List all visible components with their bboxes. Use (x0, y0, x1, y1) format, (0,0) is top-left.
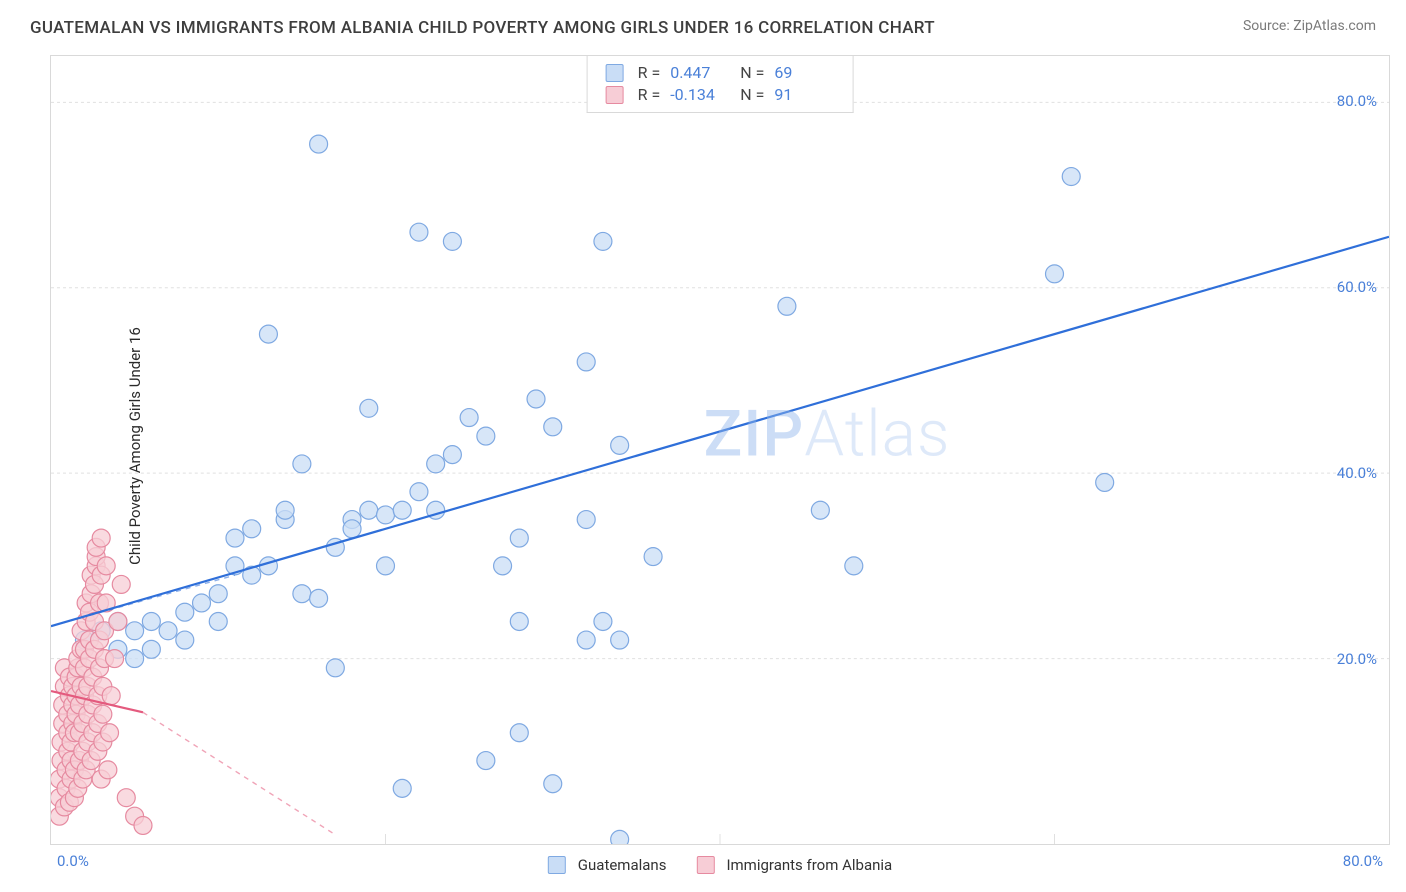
legend-label: Guatemalans (578, 856, 667, 874)
r-value: 0.447 (670, 62, 730, 84)
chart-area: ZIPAtlas R = 0.447 N = 69 R = -0.134 N =… (50, 55, 1390, 845)
y-tick-label: 40.0% (1337, 464, 1377, 482)
chart-title: GUATEMALAN VS IMMIGRANTS FROM ALBANIA CH… (30, 18, 935, 38)
y-tick-label: 60.0% (1337, 278, 1377, 296)
n-value: 69 (774, 62, 834, 84)
x-origin-label: 0.0% (57, 852, 89, 870)
n-label: N = (740, 62, 764, 84)
legend-swatch (696, 856, 714, 874)
legend-label: Immigrants from Albania (726, 856, 892, 874)
n-label: N = (740, 84, 764, 106)
scatter-plot-svg (51, 56, 1389, 844)
x-max-label: 80.0% (1343, 852, 1383, 870)
legend: Guatemalans Immigrants from Albania (548, 856, 892, 874)
stats-swatch (606, 64, 624, 82)
y-tick-label: 20.0% (1337, 650, 1377, 668)
correlation-stats-box: R = 0.447 N = 69 R = -0.134 N = 91 (587, 56, 854, 113)
r-label: R = (638, 62, 661, 84)
r-value: -0.134 (670, 84, 730, 106)
stats-row: R = 0.447 N = 69 (606, 62, 835, 84)
source-attribution: Source: ZipAtlas.com (1243, 18, 1376, 34)
stats-swatch (606, 86, 624, 104)
legend-item: Guatemalans (548, 856, 667, 874)
legend-item: Immigrants from Albania (696, 856, 892, 874)
n-value: 91 (774, 84, 834, 106)
legend-swatch (548, 856, 566, 874)
r-label: R = (638, 84, 661, 106)
y-tick-label: 80.0% (1337, 92, 1377, 110)
stats-row: R = -0.134 N = 91 (606, 84, 835, 106)
